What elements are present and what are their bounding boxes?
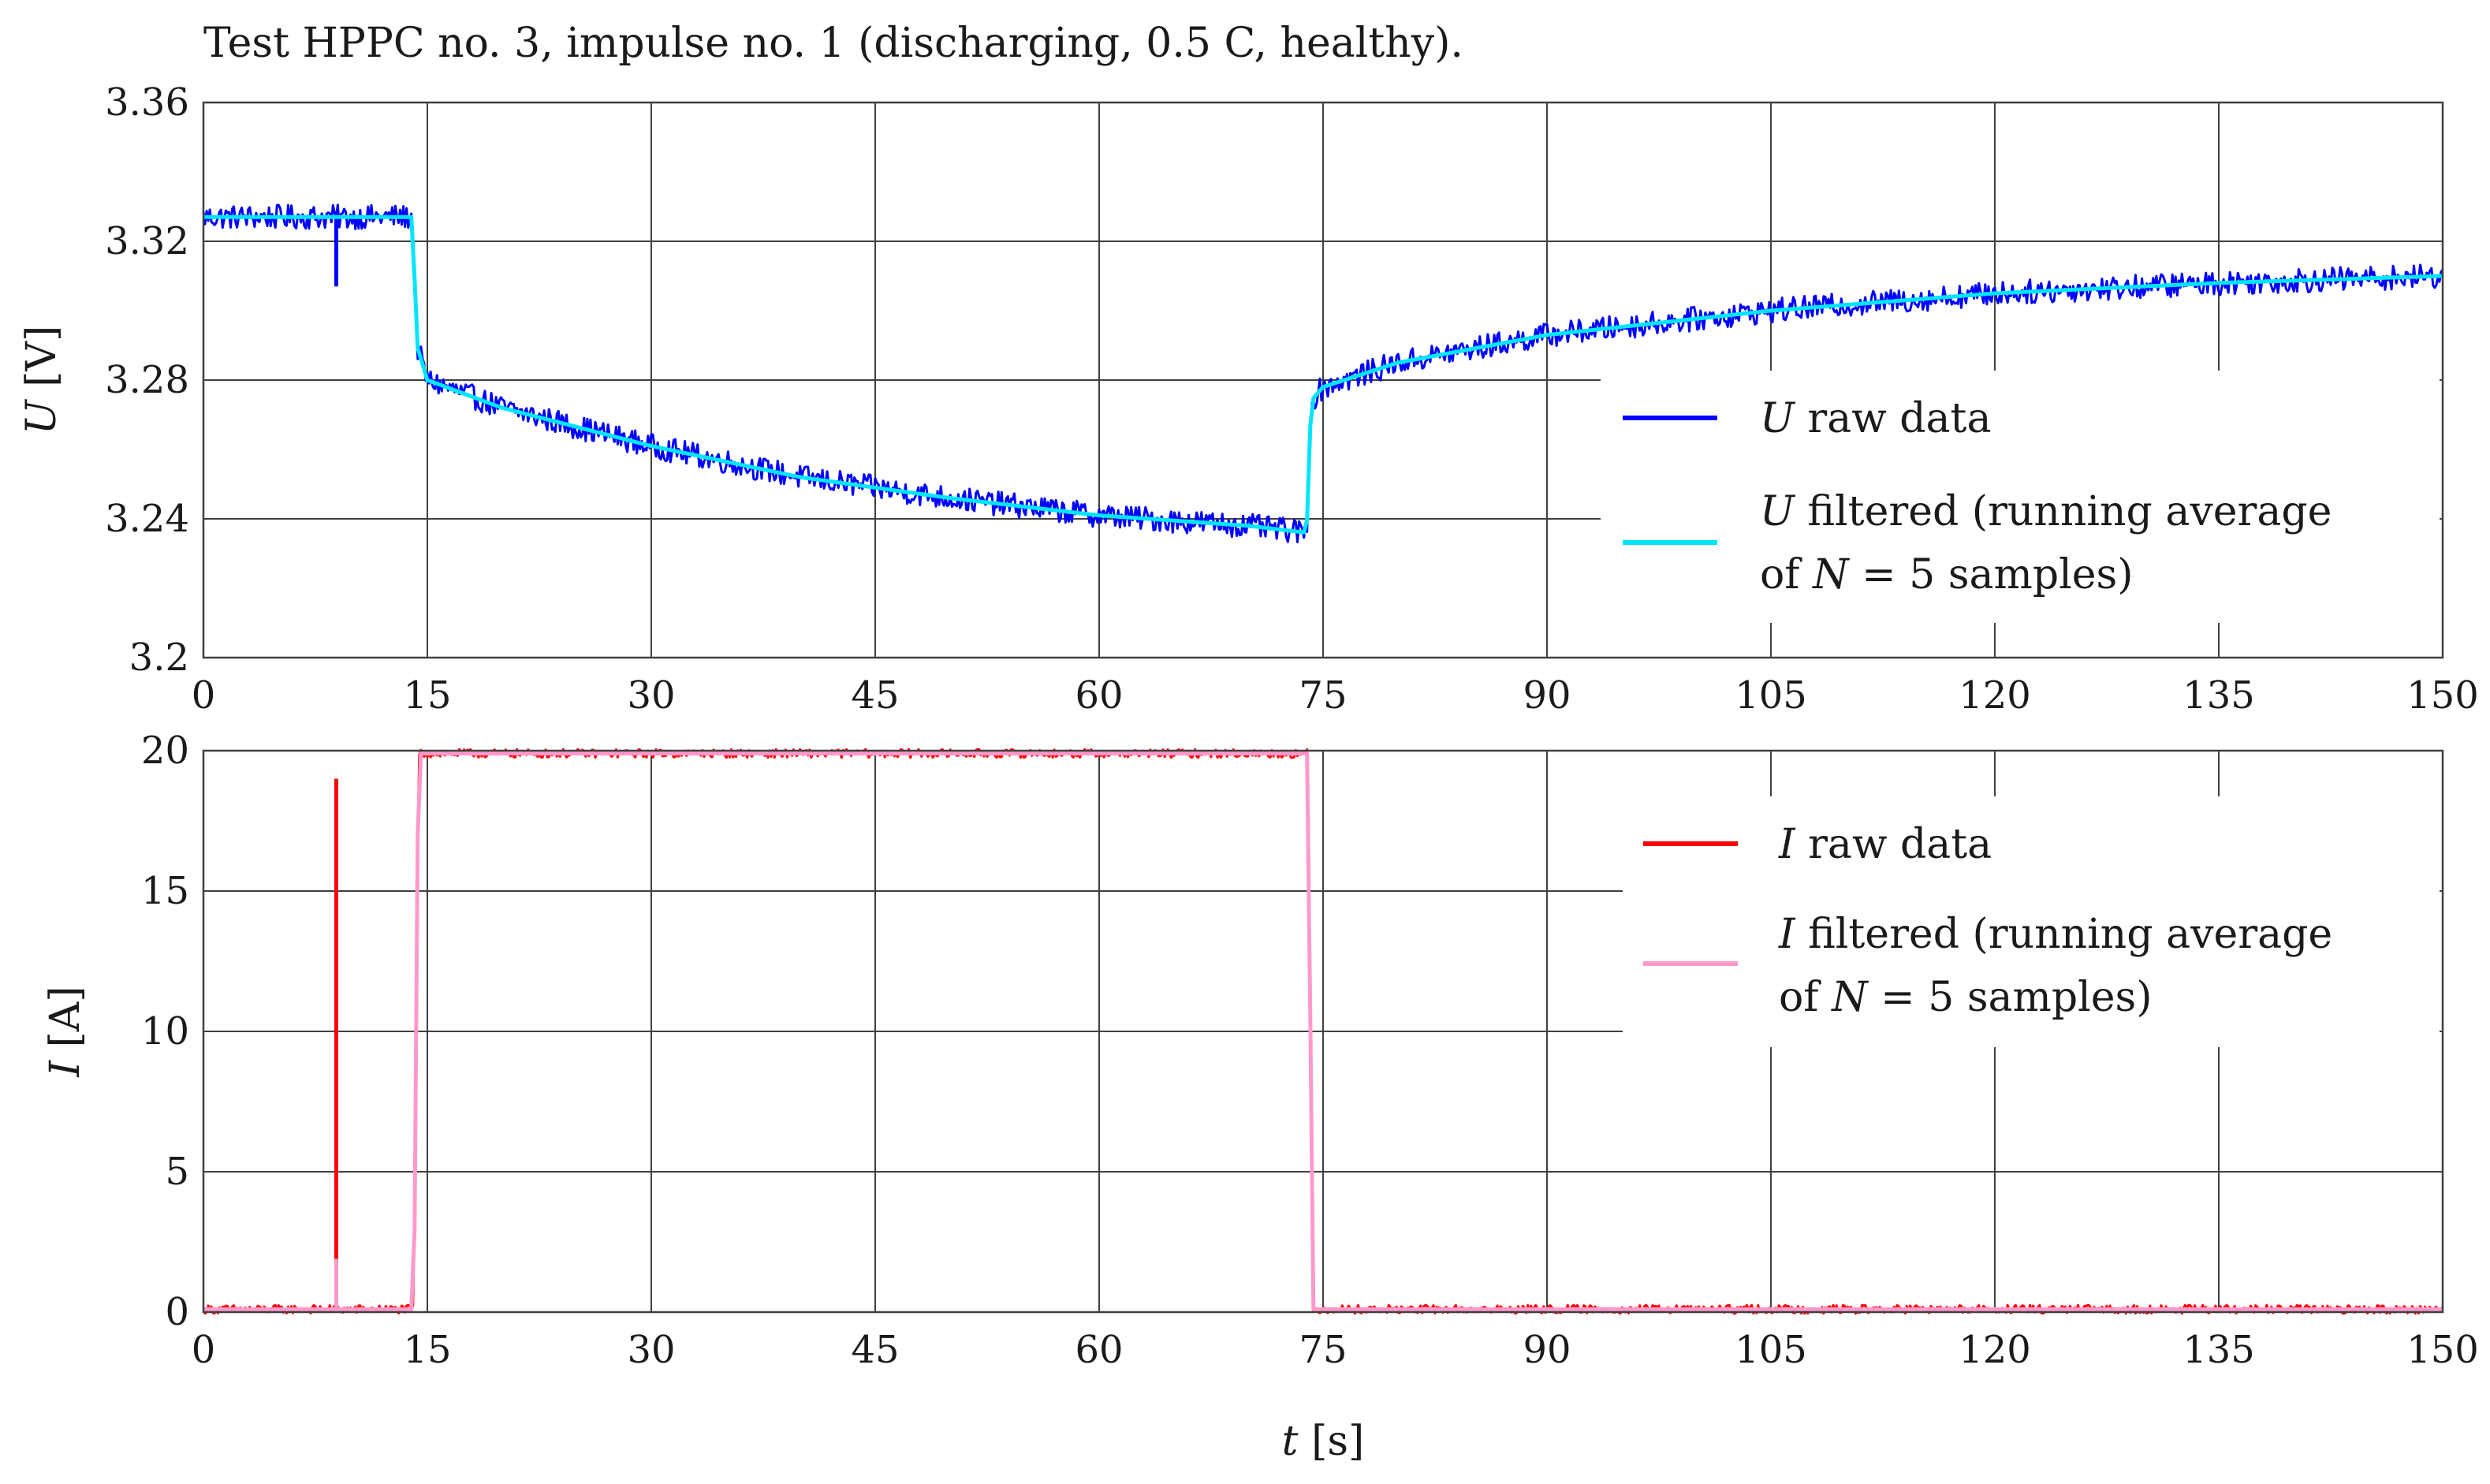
- current-series-1-line: [203, 751, 2443, 1311]
- voltage-legend-box: [1601, 371, 2440, 623]
- voltage-x-tick-label: 135: [2182, 673, 2255, 718]
- chart-title: Test HPPC no. 3, impulse no. 1 (discharg…: [203, 20, 1463, 67]
- voltage-y-axis-label: U [V]: [18, 326, 65, 435]
- voltage-y-symbol: U: [18, 398, 65, 434]
- current-x-tick-label: 30: [627, 1328, 675, 1372]
- current-plot-frame: [202, 749, 2444, 1314]
- current-y-tick-label: 10: [141, 1009, 189, 1053]
- x-unit: [s]: [1311, 1418, 1364, 1465]
- current-x-tick-label: 135: [2182, 1328, 2255, 1372]
- voltage-y-tick-label: 3.24: [105, 497, 189, 541]
- current-legend-box: [1623, 796, 2440, 1047]
- current-x-tick-label: 45: [851, 1328, 899, 1372]
- current-panel: 0 15 30 45 60 75 90 105 120 135 150 0 5 10 15 20 I [A]…: [42, 729, 2479, 1465]
- legend-label-u-filtered-line1: U filtered (running average: [1760, 488, 2332, 535]
- legend-label-i-raw: I raw data: [1778, 821, 1992, 868]
- legend-label-i-filtered-line2: of N = 5 samples): [1779, 974, 2153, 1021]
- voltage-x-tick-label: 90: [1523, 673, 1571, 718]
- voltage-y-tick-label: 3.28: [105, 358, 189, 402]
- current-x-ticks: 0 15 30 45 60 75 90 105 120 135 150: [192, 1328, 2479, 1372]
- current-y-ticks: 0 5 10 15 20: [141, 729, 189, 1334]
- current-x-tick-label: 15: [403, 1328, 451, 1372]
- current-x-tick-label: 60: [1075, 1328, 1123, 1372]
- legend-label-i-filtered-line1: I filtered (running average: [1778, 911, 2332, 958]
- current-x-tick-label: 0: [192, 1328, 216, 1372]
- current-x-tick-label: 105: [1735, 1328, 1807, 1372]
- x-symbol: t: [1282, 1418, 1299, 1465]
- current-x-axis-label: t [s]: [1282, 1418, 1365, 1465]
- current-y-symbol: I: [42, 1060, 89, 1078]
- current-x-tick-label: 120: [1959, 1328, 2031, 1372]
- voltage-legend: U raw data U filtered (running average o…: [1601, 371, 2440, 623]
- voltage-y-tick-label: 3.36: [105, 80, 189, 125]
- voltage-y-tick-label: 3.2: [129, 636, 189, 680]
- voltage-x-tick-label: 60: [1075, 673, 1123, 718]
- legend-label-u-filtered-line2: of N = 5 samples): [1760, 551, 2134, 598]
- voltage-x-ticks: 0 15 30 45 60 75 90 105 120 135 150: [192, 673, 2479, 718]
- current-y-unit: [A]: [42, 986, 89, 1047]
- voltage-panel: 0 15 30 45 60 75 90 105 120 135 150 3.2 3.24 3.28 3.3…: [18, 80, 2479, 718]
- current-legend: I raw data I filtered (running average o…: [1623, 796, 2440, 1047]
- current-x-tick-label: 75: [1299, 1328, 1347, 1372]
- voltage-plot-frame: [202, 101, 2444, 659]
- current-y-tick-label: 15: [141, 869, 189, 913]
- current-y-axis-label: I [A]: [42, 986, 89, 1077]
- voltage-x-tick-label: 0: [192, 673, 216, 718]
- voltage-y-unit: [V]: [18, 326, 65, 387]
- voltage-x-tick-label: 150: [2406, 673, 2479, 718]
- legend-label-u-raw: U raw data: [1760, 395, 1991, 442]
- current-x-tick-label: 90: [1523, 1328, 1571, 1372]
- voltage-series: [202, 203, 2444, 543]
- current-x-tick-label: 150: [2406, 1328, 2479, 1372]
- voltage-y-ticks: 3.2 3.24 3.28 3.32 3.36: [105, 80, 189, 680]
- voltage-x-tick-label: 105: [1735, 673, 1807, 718]
- voltage-x-tick-label: 120: [1959, 673, 2031, 718]
- current-y-tick-label: 5: [165, 1150, 189, 1194]
- voltage-x-tick-label: 75: [1299, 673, 1347, 718]
- voltage-y-tick-label: 3.32: [105, 219, 189, 263]
- current-y-tick-label: 0: [165, 1290, 189, 1334]
- voltage-x-tick-label: 15: [403, 673, 451, 718]
- voltage-x-tick-label: 30: [627, 673, 675, 718]
- voltage-x-tick-label: 45: [851, 673, 899, 718]
- voltage-series-1-line: [203, 214, 2443, 535]
- current-y-tick-label: 20: [141, 729, 189, 773]
